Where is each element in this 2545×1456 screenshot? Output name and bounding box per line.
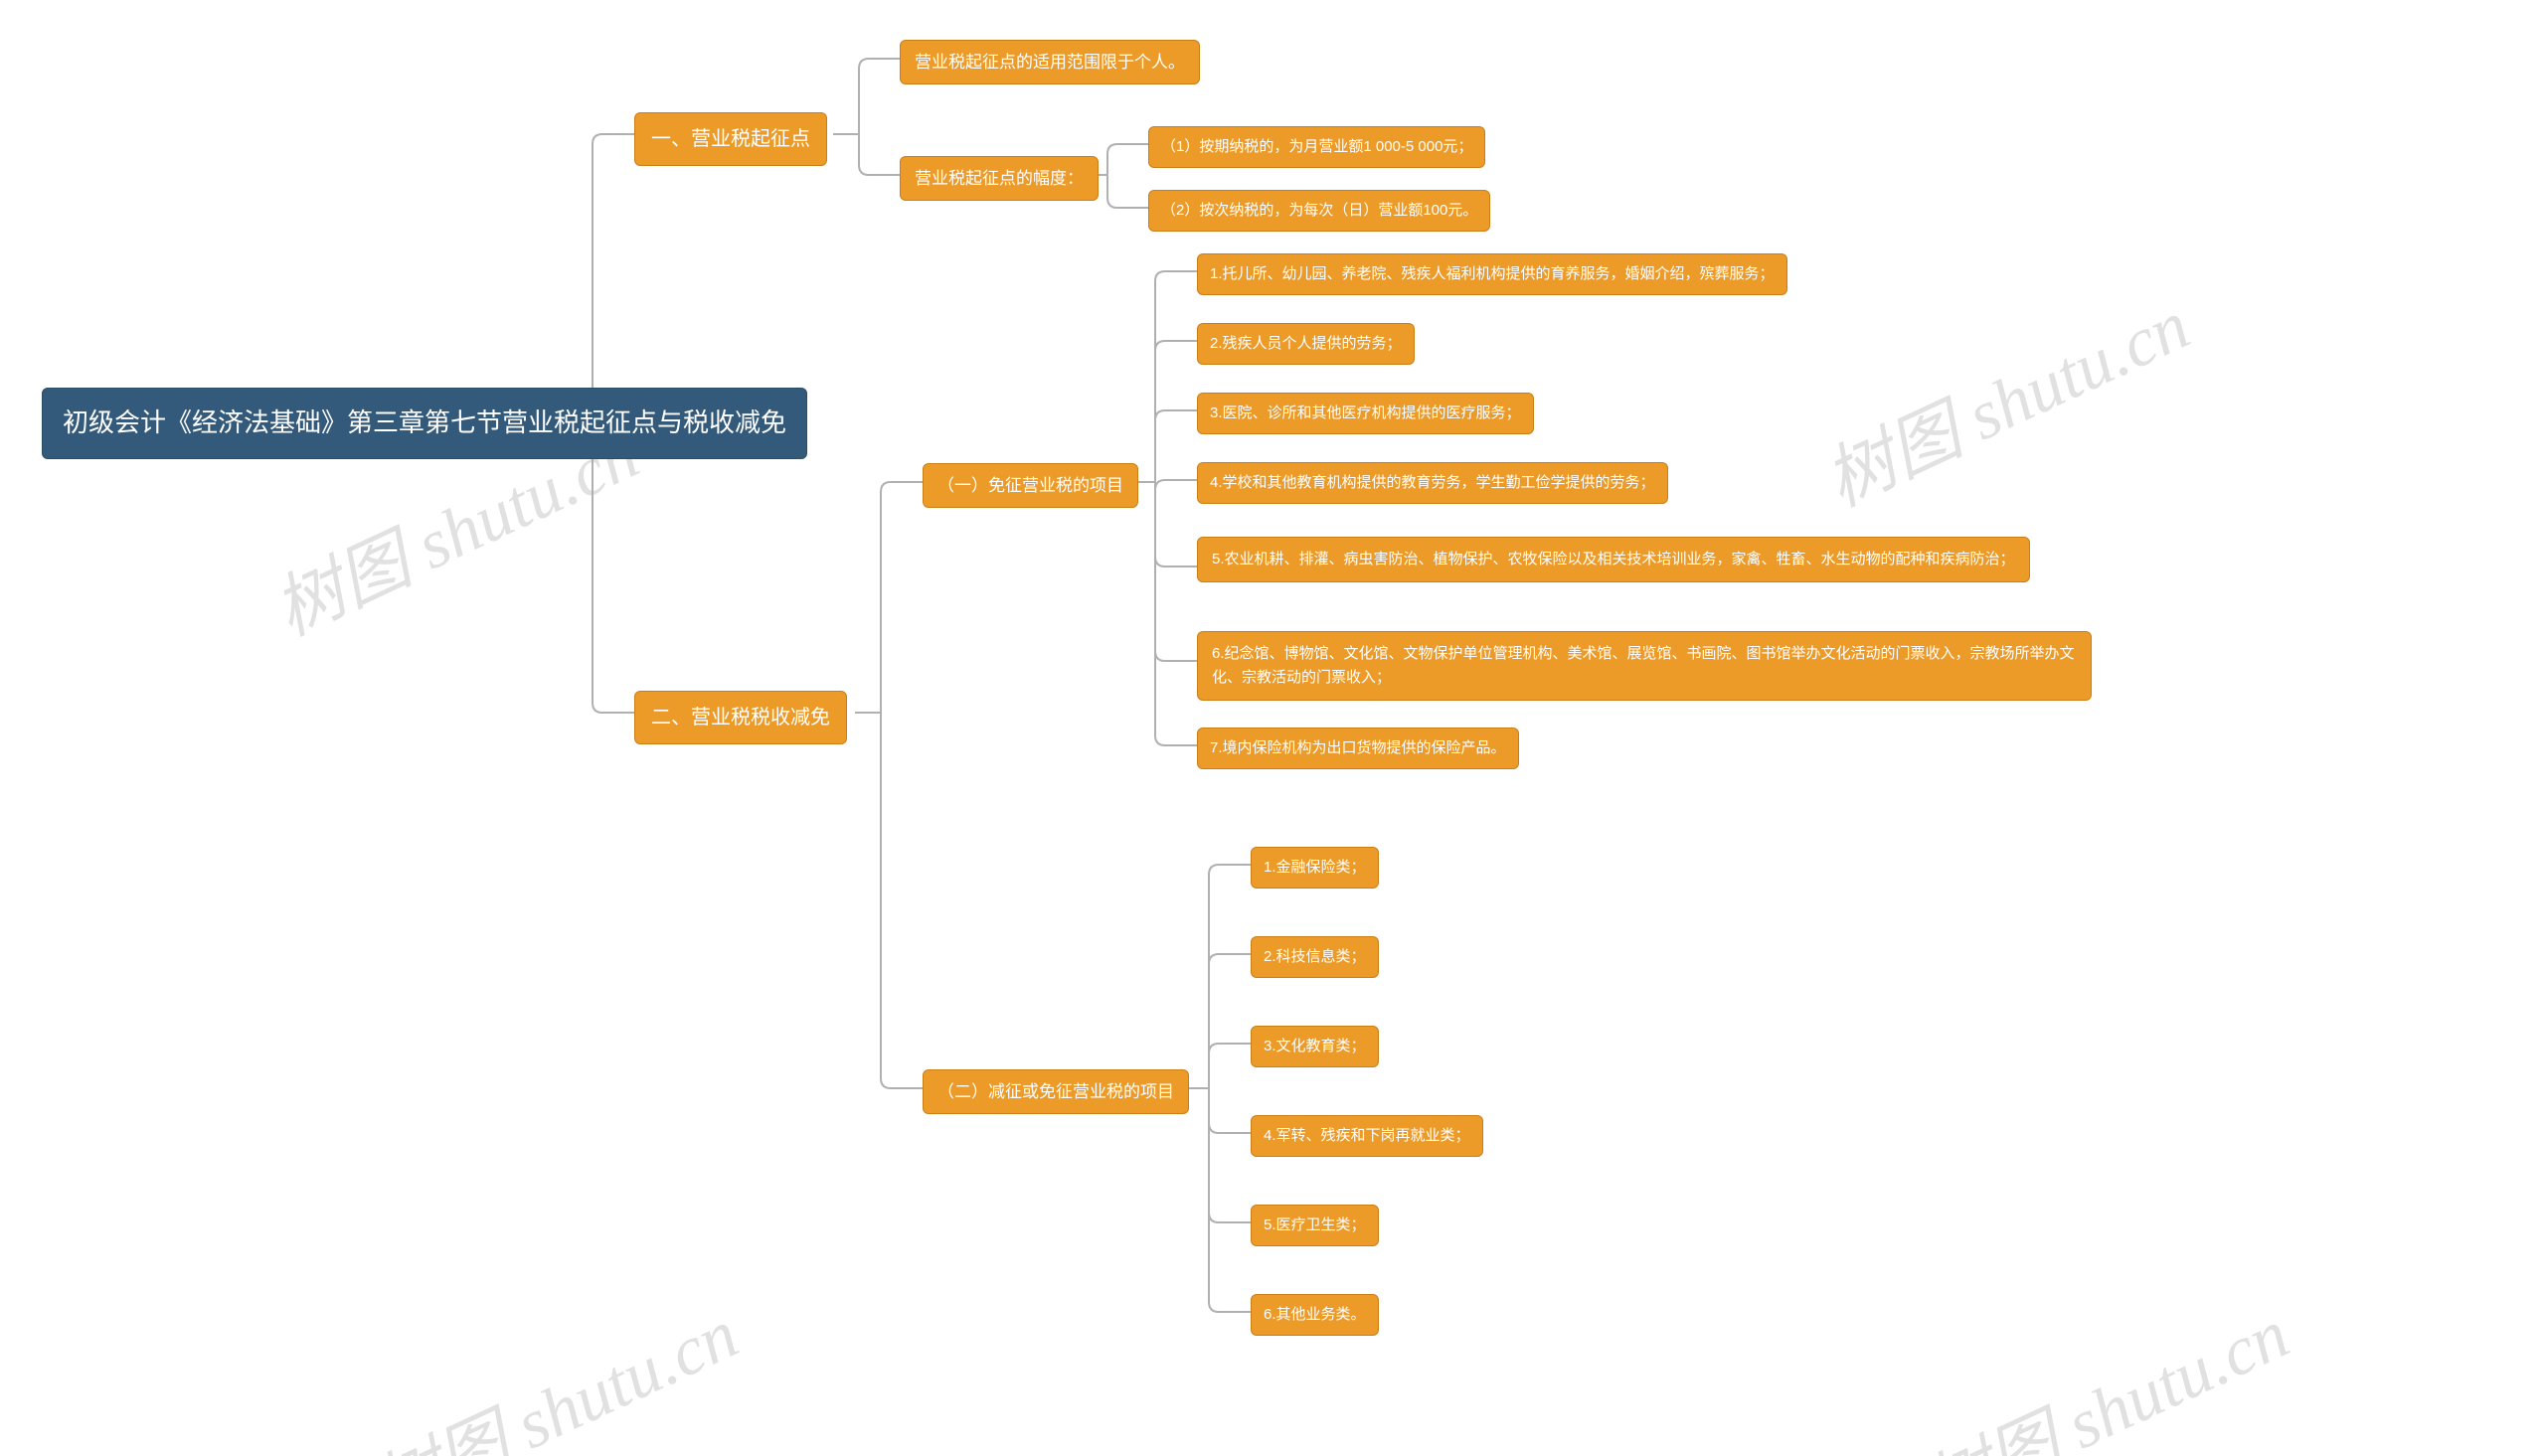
branch-1: 一、营业税起征点 [634, 112, 827, 166]
mindmap-canvas: 树图 shutu.cn 树图 shutu.cn 树图 shutu.cn 树图 s… [0, 0, 2545, 1456]
sub1-item-1: 1.托儿所、幼儿园、养老院、残疾人福利机构提供的育养服务，婚姻介绍，殡葬服务； [1197, 253, 1787, 295]
branch-2-sub-2: （二）减征或免征营业税的项目 [923, 1069, 1189, 1114]
branch-2: 二、营业税税收减免 [634, 691, 847, 744]
branch-1-leaf-1: （1）按期纳税的，为月营业额1 000-5 000元； [1148, 126, 1485, 168]
sub2-item-2: 2.科技信息类； [1251, 936, 1379, 978]
sub2-item-5: 5.医疗卫生类； [1251, 1205, 1379, 1246]
sub2-item-6: 6.其他业务类。 [1251, 1294, 1379, 1336]
watermark: 树图 shutu.cn [1806, 270, 2203, 527]
watermark: 树图 shutu.cn [355, 1279, 752, 1456]
sub1-item-3: 3.医院、诊所和其他医疗机构提供的医疗服务； [1197, 393, 1534, 434]
root-node: 初级会计《经济法基础》第三章第七节营业税起征点与税收减免 [42, 388, 807, 459]
watermark: 树图 shutu.cn [1906, 1279, 2302, 1456]
sub1-item-2: 2.残疾人员个人提供的劳务； [1197, 323, 1415, 365]
sub1-item-5: 5.农业机耕、排灌、病虫害防治、植物保护、农牧保险以及相关技术培训业务，家禽、牲… [1197, 537, 2030, 582]
branch-1-leaf-2: （2）按次纳税的，为每次（日）营业额100元。 [1148, 190, 1490, 232]
sub2-item-3: 3.文化教育类； [1251, 1026, 1379, 1067]
sub2-item-1: 1.金融保险类； [1251, 847, 1379, 889]
branch-1-child-1: 营业税起征点的适用范围限于个人。 [900, 40, 1200, 84]
branch-2-sub-1: （一）免征营业税的项目 [923, 463, 1138, 508]
sub1-item-4: 4.学校和其他教育机构提供的教育劳务，学生勤工俭学提供的劳务； [1197, 462, 1668, 504]
sub1-item-7: 7.境内保险机构为出口货物提供的保险产品。 [1197, 728, 1519, 769]
sub1-item-6: 6.纪念馆、博物馆、文化馆、文物保护单位管理机构、美术馆、展览馆、书画院、图书馆… [1197, 631, 2092, 701]
branch-1-child-2: 营业税起征点的幅度： [900, 156, 1099, 201]
sub2-item-4: 4.军转、残疾和下岗再就业类； [1251, 1115, 1483, 1157]
